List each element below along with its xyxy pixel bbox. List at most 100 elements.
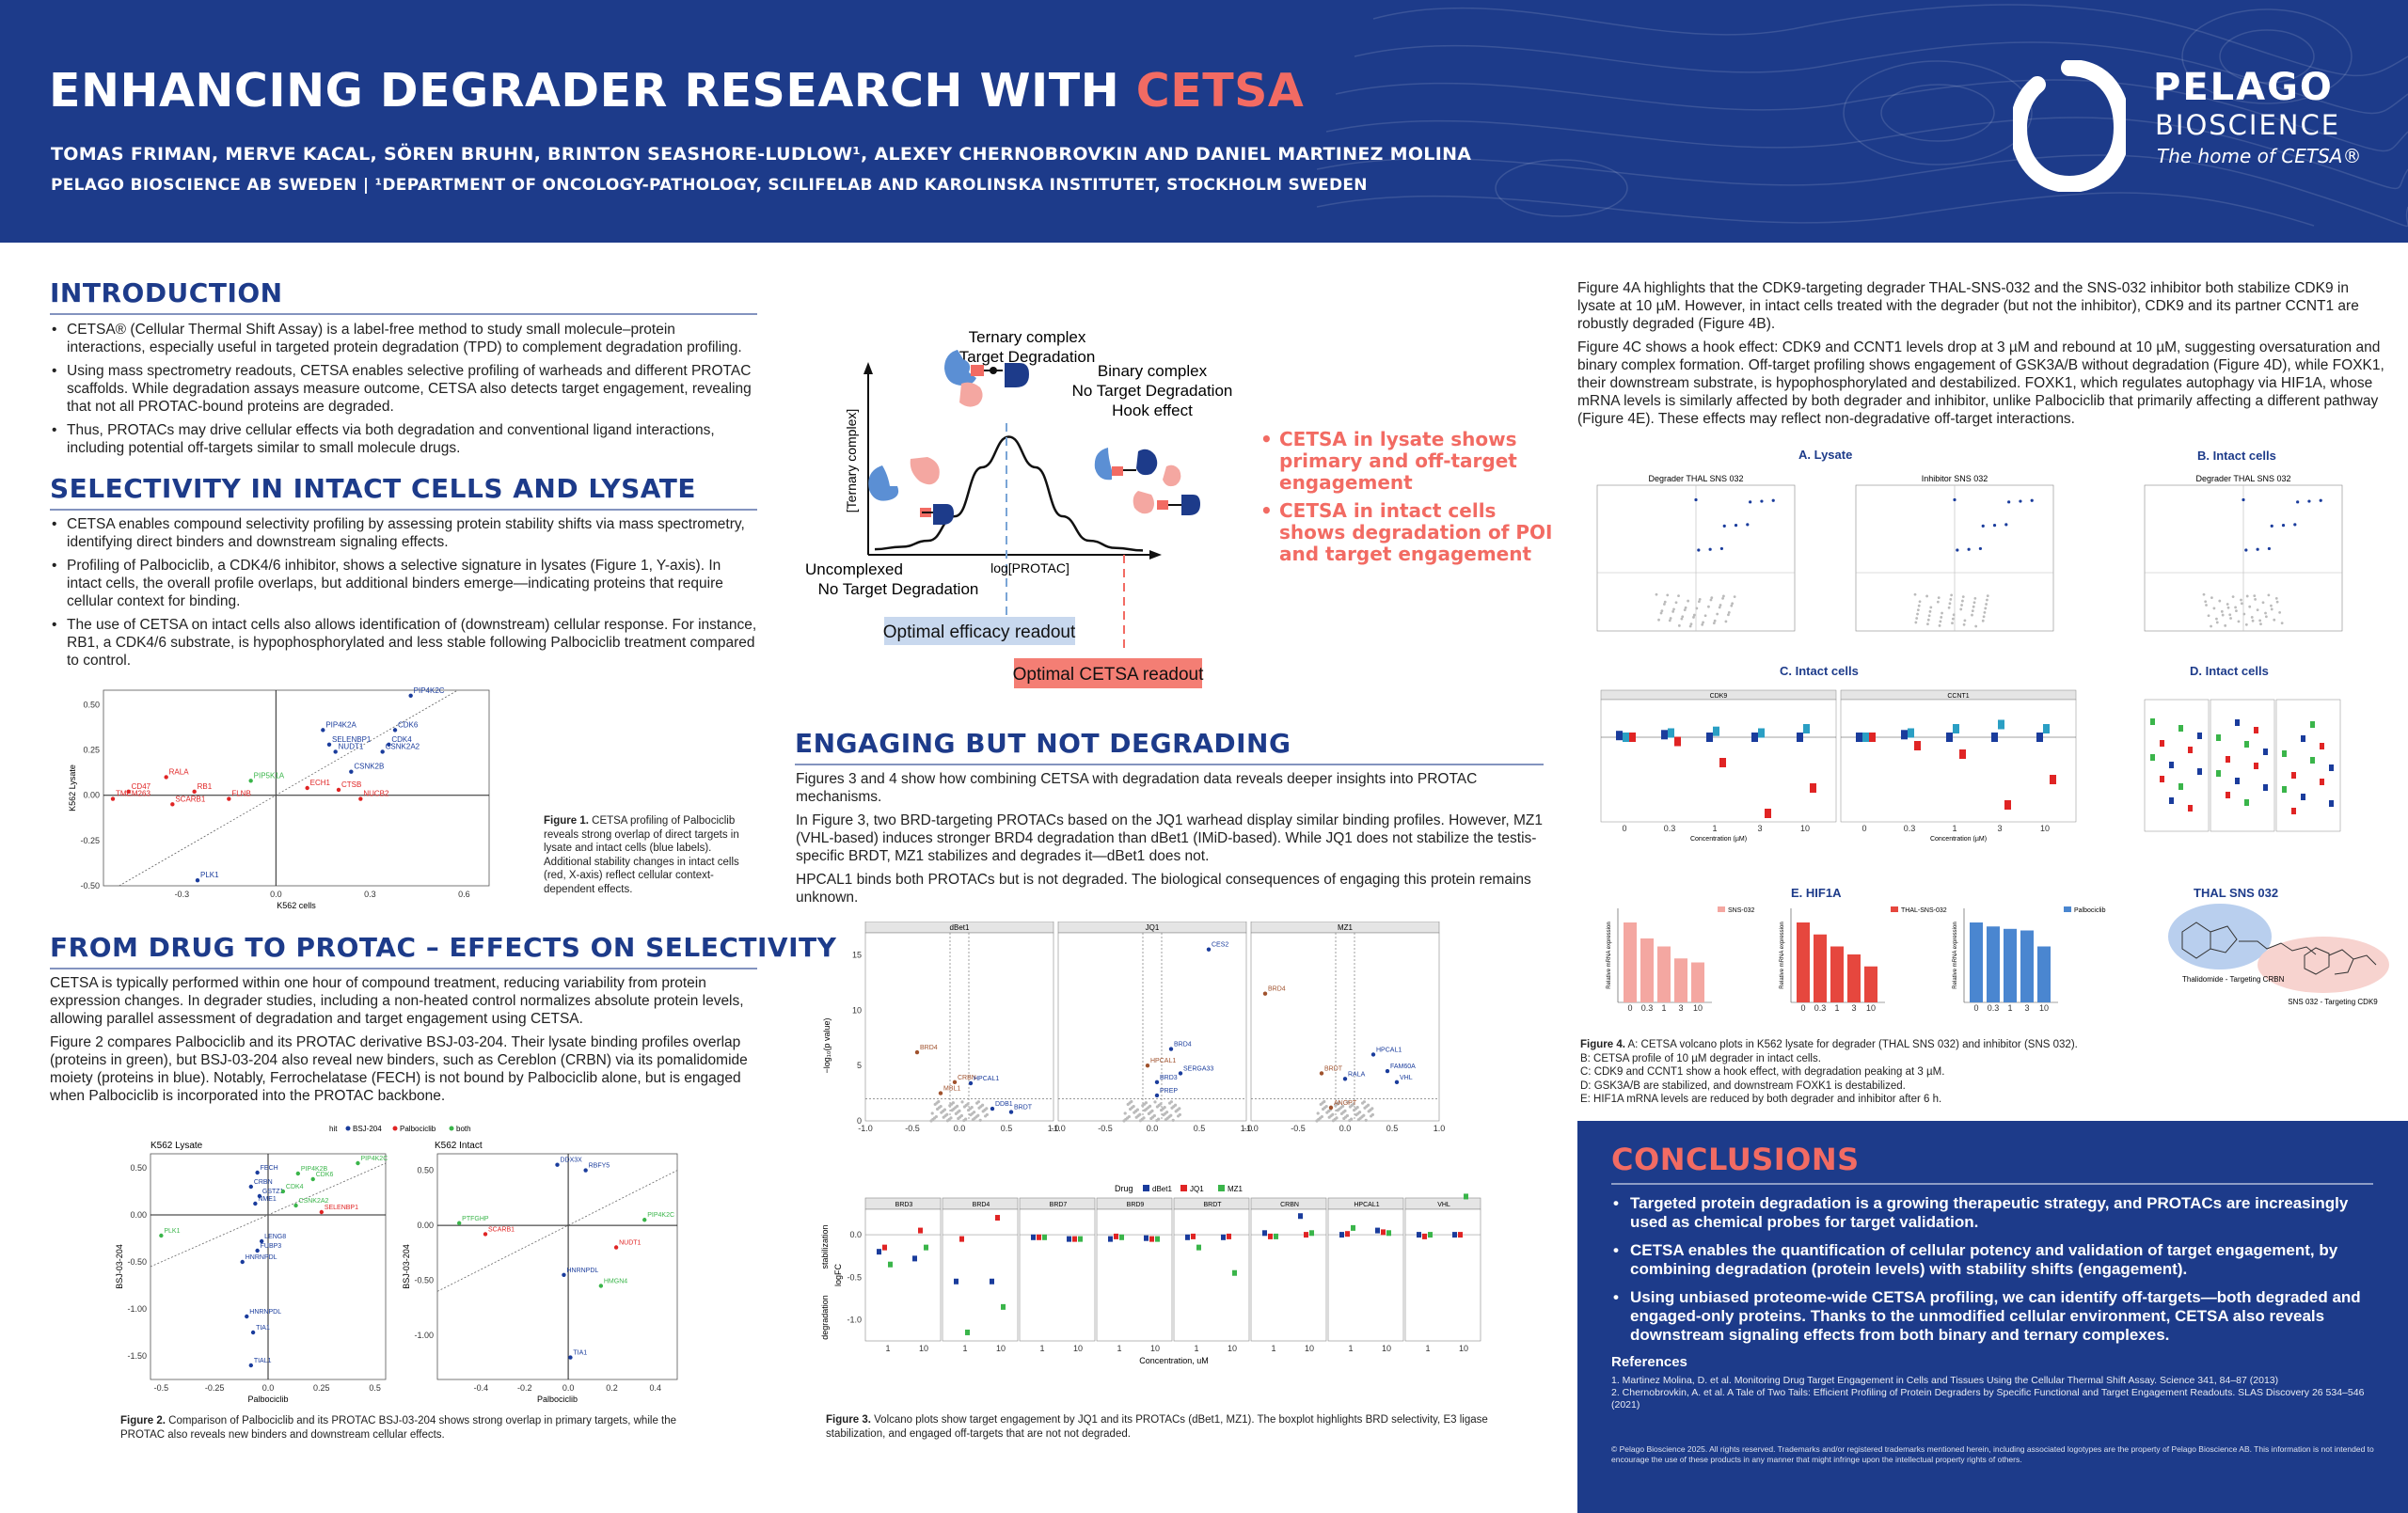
- y-tick-label: -0.25: [80, 836, 100, 845]
- bar: [2020, 930, 2034, 1002]
- box-mark: [954, 1278, 958, 1284]
- data-point: [326, 742, 332, 747]
- box-mark: [995, 1215, 1000, 1221]
- x-tick-label: 0.3: [1988, 1003, 2000, 1012]
- box-mark: [1067, 1236, 1071, 1242]
- x-tick-label: 1: [1834, 1003, 1839, 1012]
- data-point: [1981, 524, 1985, 528]
- box-mark: [959, 1236, 964, 1242]
- x-tick-label: 10: [2039, 1003, 2049, 1012]
- data-point: [2030, 498, 2034, 502]
- data-point: [280, 1189, 286, 1194]
- x-tick-label: 10: [1866, 1003, 1876, 1012]
- box-mark: [1452, 1232, 1457, 1238]
- background-point: [978, 1118, 982, 1122]
- data-point: [2256, 547, 2259, 551]
- background-point: [2280, 622, 2284, 624]
- background-point: [1153, 1100, 1157, 1104]
- data-point: [2244, 548, 2248, 552]
- bar: [1691, 962, 1704, 1002]
- background-point: [2212, 607, 2216, 610]
- box-mark: [1196, 1244, 1201, 1251]
- background-point: [2240, 598, 2242, 602]
- data-point: [456, 1221, 462, 1225]
- data-point: [1168, 1047, 1174, 1051]
- background-point: [2275, 600, 2279, 604]
- plot-frame: [103, 689, 490, 887]
- box-mark: [2050, 775, 2056, 784]
- box-mark: [1144, 1235, 1149, 1241]
- y-tick-label: -0.50: [127, 1257, 147, 1267]
- box-mark: [1108, 1236, 1113, 1242]
- paragraph: Figure 4A highlights that the CDK9-targe…: [1577, 280, 2359, 332]
- figure-3-caption: Figure 3. Volcano plots show target enga…: [826, 1414, 1488, 1440]
- legend-label: dBet1: [1152, 1185, 1172, 1193]
- x-tick-label: -1.0: [1051, 1124, 1066, 1133]
- data-point: [1760, 499, 1764, 503]
- x-tick-label: 10: [1382, 1344, 1391, 1353]
- box-mark: [2263, 784, 2268, 791]
- box-mark: [2188, 805, 2193, 812]
- y-axis-label: BSJ-03-204: [115, 1244, 124, 1289]
- box-mark: [1946, 733, 1953, 742]
- plot-frame: [1600, 699, 1837, 823]
- data-point: [483, 1232, 488, 1237]
- point-label: SCARB1: [488, 1226, 515, 1233]
- y-tick-label: 0.50: [83, 700, 100, 709]
- background-point: [2274, 596, 2278, 600]
- background-point: [970, 1106, 974, 1110]
- background-point: [1951, 622, 1954, 624]
- point-label: BRD4: [1268, 986, 1286, 993]
- point-label: HNRNPDL: [246, 1254, 277, 1261]
- data-point: [613, 1245, 619, 1250]
- box-mark: [1309, 1230, 1314, 1237]
- copyright-notice: © Pelago Bioscience 2025. All rights res…: [1611, 1444, 2374, 1464]
- intro-bullet: Thus, PROTACs may drive cellular effects…: [50, 421, 757, 457]
- data-point: [1328, 1105, 1334, 1111]
- figure-4: Degrader THAL SNS 032 Inhibitor SNS 032 De…: [1596, 474, 2389, 1012]
- point-label: CRBN: [254, 1179, 273, 1186]
- x-axis-label: K562 cells: [277, 901, 316, 910]
- x-tick-label: -0.5: [154, 1383, 169, 1393]
- x-tick-label: 1: [962, 1344, 967, 1353]
- x-tick-label: -0.5: [905, 1124, 920, 1133]
- background-point: [937, 1099, 941, 1104]
- point-label: FAM60A: [1390, 1064, 1416, 1070]
- background-point: [2256, 608, 2259, 612]
- box-mark: [1031, 1234, 1036, 1240]
- y-axis-label: −log₁₀(p value): [822, 1017, 832, 1073]
- background-point: [1961, 599, 1964, 603]
- box-mark: [1037, 1234, 1041, 1240]
- crbn-highlight: [2168, 904, 2272, 969]
- legend-marker: [1218, 1185, 1225, 1191]
- background-point: [1157, 1117, 1161, 1121]
- background-point: [1707, 605, 1710, 608]
- background-point: [1367, 1103, 1370, 1107]
- background-point: [1331, 1112, 1335, 1116]
- background-point: [1926, 623, 1929, 626]
- facet-frame: [1250, 1208, 1327, 1342]
- x-tick-label: 0.2: [606, 1383, 618, 1393]
- facet-frame: [1404, 1208, 1481, 1342]
- box-mark: [1765, 809, 1771, 818]
- callout-intact: • CETSA in intact cells shows degradation…: [1260, 499, 1553, 565]
- background-point: [1169, 1100, 1173, 1104]
- background-point: [2237, 620, 2241, 623]
- x-axis-label: Palbociclib: [537, 1395, 578, 1404]
- data-point: [583, 1168, 588, 1173]
- x-tick-label: 0.3: [1664, 824, 1676, 833]
- x-tick-label: 0.0: [270, 890, 282, 899]
- legend-marker: [1143, 1185, 1149, 1191]
- figure-1-scatter: -0.3 0.0 0.3 0.6 -0.50 -0.25 0.00 0.25 0.50 PIP4K…: [68, 686, 490, 910]
- data-point: [1771, 498, 1775, 502]
- box-mark: [1616, 731, 1623, 741]
- box-mark: [2160, 776, 2164, 782]
- box-mark: [2291, 772, 2296, 779]
- background-point: [2210, 624, 2212, 628]
- background-point: [1663, 603, 1666, 606]
- logo-tagline: The home of CETSA®: [2157, 145, 2362, 167]
- legend-marker: [2064, 906, 2071, 912]
- background-point: [2270, 604, 2273, 607]
- bar: [2037, 946, 2051, 1002]
- point-label: HPCAL1: [1150, 1058, 1176, 1064]
